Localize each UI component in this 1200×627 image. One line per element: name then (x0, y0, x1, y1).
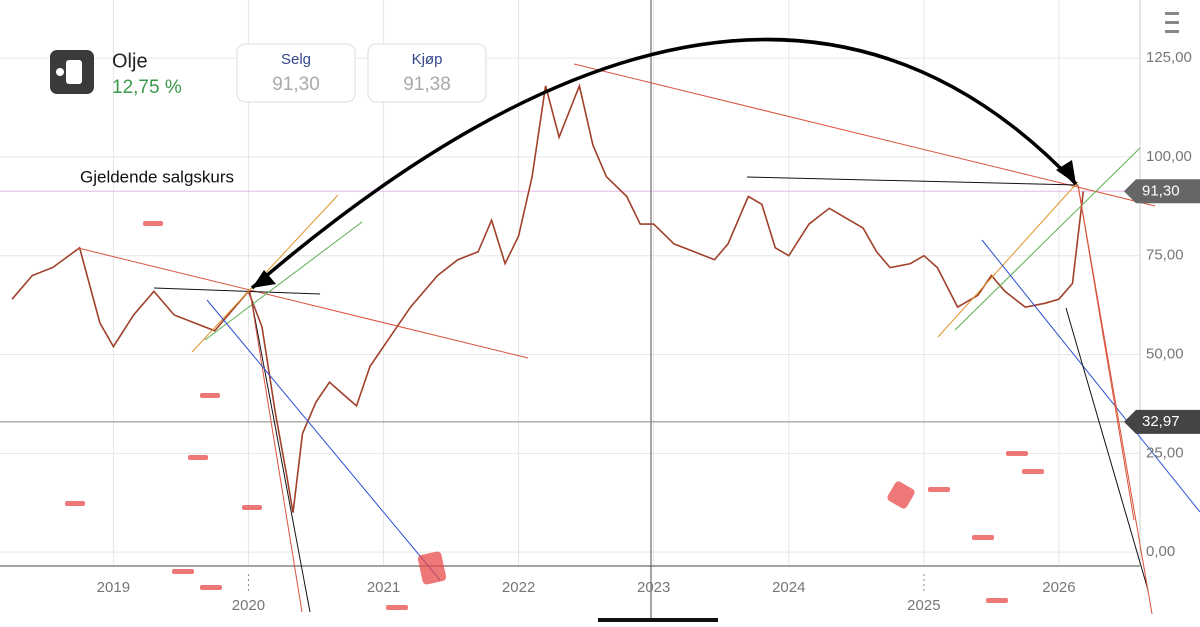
buy-button[interactable] (367, 43, 487, 103)
marker (200, 393, 220, 398)
trend-line (981, 239, 1200, 513)
marker (172, 569, 194, 574)
marker (986, 598, 1008, 603)
trend-line (77, 247, 529, 359)
price-tag-label: 91,30 (1142, 182, 1180, 199)
price-tag (1124, 409, 1200, 434)
trend-line (206, 299, 441, 581)
drawings (77, 37, 1200, 615)
grid (0, 0, 1200, 566)
menu-bar (1165, 12, 1179, 15)
y-tick-label: 75,00 (1146, 247, 1184, 264)
marker (1006, 451, 1028, 456)
price-line (11, 83, 1085, 513)
icon-barrel (66, 60, 82, 84)
markers (65, 221, 1044, 610)
trend-line (249, 291, 303, 613)
marker (65, 501, 85, 506)
trend-line (937, 181, 1079, 338)
price-tags: 91,30 32,97 (1124, 179, 1200, 434)
home-indicator (598, 618, 718, 622)
y-tick-label: 100,00 (1146, 148, 1192, 165)
buy-price: 91,38 (403, 74, 451, 95)
sell-label: Selg (281, 51, 311, 68)
marker (143, 221, 163, 226)
annotation: Gjeldende salgskurs (80, 167, 234, 186)
y-tick-label: 125,00 (1146, 49, 1192, 66)
buy-label: Kjøp (412, 51, 443, 68)
arrow-head (252, 270, 276, 288)
change-percent: 12,75 % (112, 77, 182, 98)
marker (386, 605, 408, 610)
menu-bar (1165, 30, 1179, 33)
marker (928, 487, 950, 492)
marker (188, 455, 208, 460)
x-tick-label: 2026 (1042, 579, 1075, 596)
price-tag (1124, 179, 1200, 204)
x-tick-label: 2022 (502, 579, 535, 596)
sell-price: 91,30 (272, 74, 320, 95)
menu-bar (1165, 21, 1179, 24)
marker (200, 585, 222, 590)
x-tick-label: 2019 (97, 579, 130, 596)
trend-line (1077, 184, 1135, 521)
trend-line (954, 147, 1141, 331)
y-tick-label: 25,00 (1146, 444, 1184, 461)
x-tick-label: 2024 (772, 579, 805, 596)
marker (1022, 469, 1044, 474)
marker (972, 535, 994, 540)
price-tag-label: 32,97 (1142, 413, 1180, 430)
sell-button[interactable] (236, 43, 356, 103)
trend-line (204, 221, 363, 341)
trend-line (573, 63, 1156, 207)
instrument-name: Olje (112, 50, 148, 72)
icon-drop (56, 68, 64, 76)
trend-line (746, 176, 1079, 186)
arrow-head (1056, 160, 1076, 184)
y-tick-label: 50,00 (1146, 346, 1184, 363)
y-tick-label: 0,00 (1146, 543, 1175, 560)
x-tick-label: 2021 (367, 579, 400, 596)
plot (11, 83, 1085, 513)
x-tick-label: 2025 (907, 597, 940, 614)
marker (887, 481, 915, 509)
marker (417, 551, 447, 585)
marker (242, 505, 262, 510)
trend-line (249, 291, 311, 613)
x-tick-label: 2023 (637, 579, 670, 596)
arc-arrow (250, 37, 1078, 290)
trend-line (1065, 307, 1149, 591)
x-tick-label: 2020 (232, 597, 265, 614)
trend-line (153, 287, 321, 295)
